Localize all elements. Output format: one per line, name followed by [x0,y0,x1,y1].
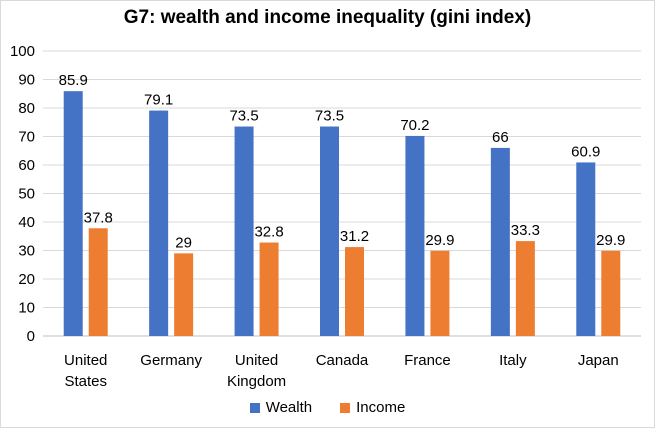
data-label-income: 32.8 [254,224,283,241]
bar-wealth [64,91,83,336]
bar-income [89,228,108,336]
y-tick-label: 50 [18,186,35,203]
bar-income [601,251,620,336]
data-label-wealth: 79.1 [144,92,173,109]
x-tick-label: Canada [316,352,369,369]
bar-income [516,241,535,336]
bar-income [430,251,449,336]
data-label-wealth: 73.5 [315,108,344,125]
y-tick-label: 70 [18,129,35,146]
data-label-wealth: 85.9 [59,72,88,89]
bar-wealth [235,127,254,336]
legend-swatch-income [340,403,350,413]
bar-wealth [320,127,339,336]
x-tick-label: Italy [499,352,527,369]
bar-wealth [149,111,168,336]
bar-income [345,247,364,336]
data-label-income: 33.3 [511,222,540,239]
legend-entry-income: Income [340,399,405,416]
data-label-income: 29.9 [596,232,625,249]
chart-legend: Wealth Income [1,399,654,416]
data-label-income: 37.8 [84,209,113,226]
y-tick-label: 40 [18,214,35,231]
bar-wealth [576,162,595,336]
legend-entry-wealth: Wealth [250,399,312,416]
bar-income [174,253,193,336]
x-tick-label: States [64,373,107,390]
data-label-wealth: 70.2 [400,117,429,134]
chart-plot: 0 10 20 30 40 50 60 70 80 90 100 85.9 37.8 United Stat… [1,1,654,427]
data-label-wealth: 66 [492,129,509,146]
chart-frame: G7: wealth and income inequality (gini i… [0,0,655,428]
y-tick-label: 90 [18,72,35,89]
x-tick-label: Japan [578,352,619,369]
data-label-income: 29 [175,234,192,251]
x-tick-label: France [404,352,451,369]
y-tick-label: 60 [18,157,35,174]
y-tick-label: 10 [18,300,35,317]
legend-label-wealth: Wealth [266,399,312,416]
y-tick-label: 80 [18,100,35,117]
legend-label-income: Income [356,399,405,416]
data-label-income: 31.2 [340,228,369,245]
data-label-wealth: 60.9 [571,143,600,160]
x-tick-label: Germany [140,352,202,369]
x-tick-label: United [235,352,278,369]
y-tick-label: 30 [18,243,35,260]
bar-wealth [491,148,510,336]
legend-swatch-wealth [250,403,260,413]
data-label-income: 29.9 [425,232,454,249]
x-tick-label: Kingdom [227,373,286,390]
x-tick-label: United [64,352,107,369]
data-label-wealth: 73.5 [229,108,258,125]
bar-income [260,243,279,336]
bar-wealth [405,136,424,336]
y-tick-label: 0 [27,328,35,345]
y-tick-label: 20 [18,271,35,288]
y-tick-label: 100 [10,43,35,60]
